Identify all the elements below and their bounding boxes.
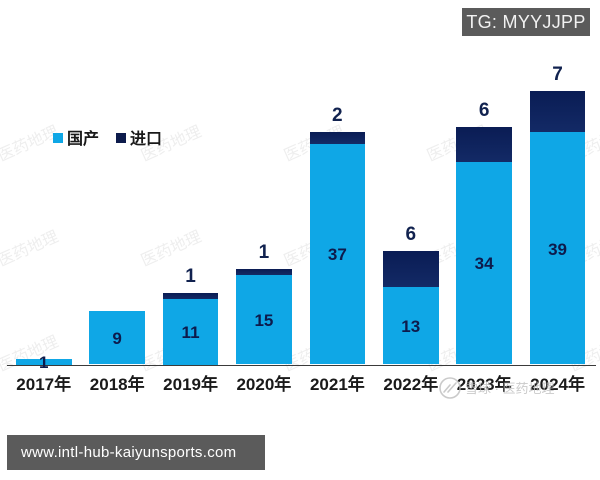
svg-text:雪球 · 医药地理: 雪球 · 医药地理 (465, 381, 555, 396)
